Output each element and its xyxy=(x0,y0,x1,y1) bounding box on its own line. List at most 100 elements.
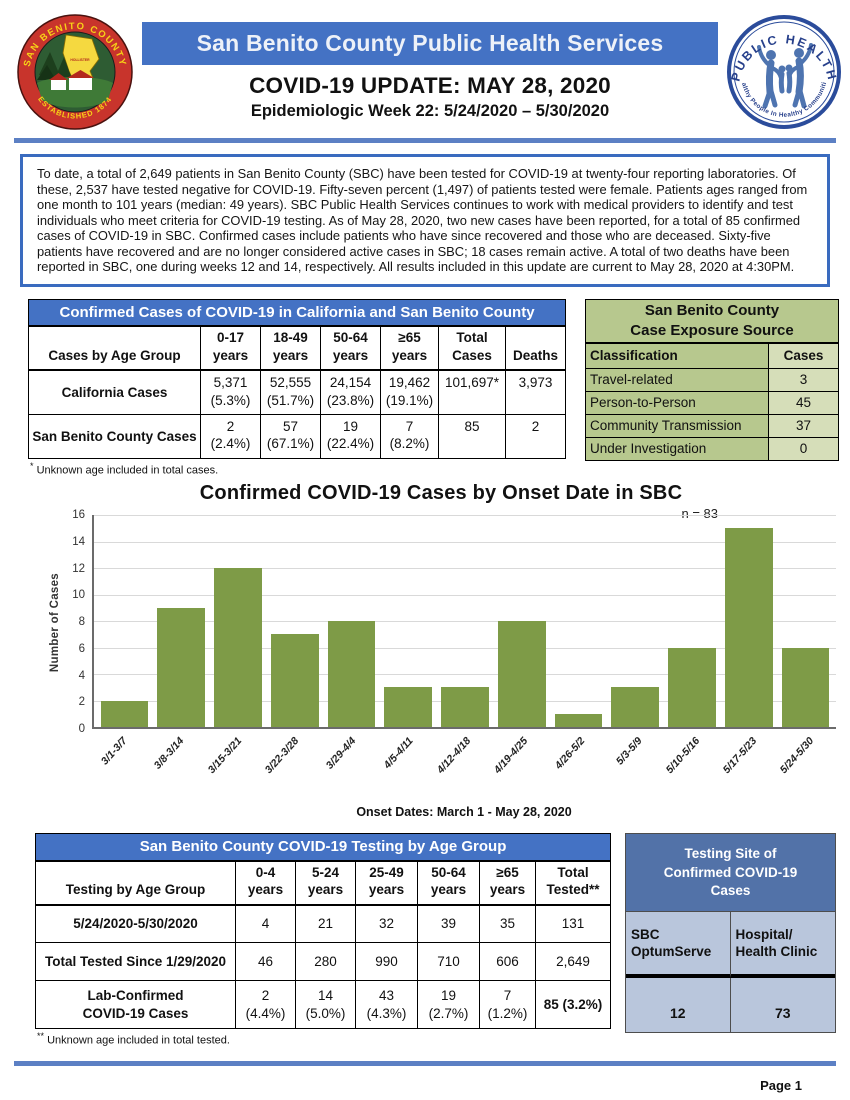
y-tick-label: 10 xyxy=(72,589,85,602)
y-axis-title: Number of Cases xyxy=(49,572,61,672)
gridline xyxy=(94,674,836,676)
col-header-50-64: 50-64 years xyxy=(417,860,480,906)
cases-table-title: Confirmed Cases of COVID-19 in Californi… xyxy=(27,298,567,327)
table-cell: 2 (2.4%) xyxy=(200,413,261,459)
table-cell: 19,462 (19.1%) xyxy=(380,369,439,415)
col-header-50-64: 50-64 years xyxy=(320,325,381,371)
summary-box: To date, a total of 2,649 patients in Sa… xyxy=(20,154,830,287)
y-tick-label: 6 xyxy=(78,642,85,655)
table-cell: 24,154 (23.8%) xyxy=(320,369,381,415)
table-cell: 43 (4.3%) xyxy=(355,980,418,1030)
x-tick-slot: 5/24-5/30 xyxy=(777,729,836,805)
summary-text: To date, a total of 2,649 patients in Sa… xyxy=(37,166,808,274)
exposure-row-value: 0 xyxy=(768,436,839,461)
table-cell: 131 xyxy=(534,904,612,944)
y-tick-label: 2 xyxy=(78,696,85,709)
x-tick-label: 5/24-5/30 xyxy=(777,735,817,777)
x-tick-slot: 3/15-3/21 xyxy=(205,729,263,805)
bar xyxy=(724,528,773,728)
x-tick-slot: 4/26-5/2 xyxy=(550,729,607,805)
tables-row: Confirmed Cases of COVID-19 in Californi… xyxy=(27,298,839,477)
x-tick-slot: 4/19-4/25 xyxy=(492,729,550,805)
col-header-25-49: 25-49 years xyxy=(355,860,418,906)
row-label-total-tested: Total Tested Since 1/29/2020 xyxy=(35,942,236,982)
table-cell: 2,649 xyxy=(534,942,612,982)
table-cell: 39 xyxy=(417,904,480,944)
exposure-col-classification: Classification xyxy=(585,342,769,369)
x-tick-slot: 3/29-4/4 xyxy=(321,729,378,805)
table-cell: 280 xyxy=(295,942,356,982)
col-header-5-24: 5-24 years xyxy=(295,860,356,906)
exposure-row-label: Person-to-Person xyxy=(585,390,769,415)
col-header-deaths: Deaths xyxy=(504,325,567,371)
gridline xyxy=(94,515,836,517)
bar xyxy=(497,621,546,728)
bar xyxy=(554,713,603,728)
exposure-row-label: Travel-related xyxy=(585,367,769,392)
gridline xyxy=(94,568,836,570)
x-tick-label: 5/17-5/23 xyxy=(720,735,760,777)
site-label-optumserve: SBC OptumServe xyxy=(626,912,731,979)
y-tick-label: 4 xyxy=(78,669,85,682)
bar-slot xyxy=(777,515,834,728)
header-rule xyxy=(14,138,836,143)
table-cell: 57 (67.1%) xyxy=(260,413,321,459)
bar xyxy=(781,647,830,728)
col-header-65plus: ≥65 years xyxy=(479,860,536,906)
bar-slot xyxy=(664,515,721,728)
seal-city-label: HOLLISTER xyxy=(70,58,90,62)
table-cell: 4 xyxy=(235,904,296,944)
county-seal-logo: HOLLISTER SAN BENITO COUNTY ESTABLISHED … xyxy=(17,14,133,130)
chart-title: Confirmed COVID-19 Cases by Onset Date i… xyxy=(199,482,683,505)
bar-slot xyxy=(720,515,777,728)
x-axis-title: Onset Dates: March 1 - May 28, 2020 xyxy=(356,805,572,820)
chart-n-annotation: n = 83 xyxy=(681,506,718,522)
y-tick-label: 16 xyxy=(72,509,85,522)
x-tick-label: 5/3-5/9 xyxy=(613,735,645,768)
testing-site-table: Testing Site of Confirmed COVID-19 Cases… xyxy=(625,833,836,1034)
gridline xyxy=(94,541,836,543)
table-cell: 19 (22.4%) xyxy=(320,413,381,459)
y-tick-label: 0 xyxy=(78,723,85,736)
table-cell: 32 xyxy=(355,904,418,944)
bar-slot xyxy=(437,515,494,728)
site-value-optumserve: 12 xyxy=(626,978,731,1033)
gridline xyxy=(94,647,836,649)
bar xyxy=(384,687,433,728)
col-header-65plus: ≥65 years xyxy=(380,325,439,371)
x-tick-label: 3/15-3/21 xyxy=(205,735,245,777)
page-subtitle: Epidemiologic Week 22: 5/24/2020 – 5/30/… xyxy=(250,102,610,120)
x-tick-slot: 3/1-3/7 xyxy=(92,729,149,805)
page-title: COVID-19 UPDATE: MAY 28, 2020 xyxy=(249,73,611,98)
exposure-row-value: 45 xyxy=(768,390,839,415)
bar xyxy=(668,647,716,728)
page-header: HOLLISTER SAN BENITO COUNTY ESTABLISHED … xyxy=(0,0,850,131)
table-cell: 21 xyxy=(295,904,356,944)
bar-slot xyxy=(607,515,664,728)
site-value-hospital: 73 xyxy=(730,978,835,1033)
bar-slot xyxy=(380,515,437,728)
cases-table: Confirmed Cases of COVID-19 in Californi… xyxy=(27,298,567,459)
y-axis-ticks: 16 14 12 10 8 6 4 2 0 xyxy=(64,509,92,735)
gridline xyxy=(94,621,836,623)
cases-footnote: * Unknown age included in total cases. xyxy=(30,460,219,477)
x-tick-slot: 5/17-5/23 xyxy=(720,729,779,805)
x-tick-slot: 5/10-5/16 xyxy=(663,729,721,805)
col-header-total-tested: Total Tested** xyxy=(534,860,612,906)
testing-table: San Benito County COVID-19 Testing by Ag… xyxy=(34,833,612,1030)
y-tick-label: 12 xyxy=(72,562,85,575)
row-label-california: California Cases xyxy=(28,369,201,415)
testing-table-corner: Testing by Age Group xyxy=(35,860,236,906)
x-axis-labels: 3/1-3/7 3/8-3/14 3/15-3/21 3/22-3/28 3/29-4/… xyxy=(92,729,836,805)
bar xyxy=(270,634,319,728)
table-cell: 85 (3.2%) xyxy=(534,980,612,1030)
col-header-total: Total Cases xyxy=(438,325,506,371)
x-tick-label: 5/10-5/16 xyxy=(663,735,702,777)
gridline xyxy=(94,594,836,596)
cases-table-corner: Cases by Age Group xyxy=(28,325,201,371)
x-tick-label: 3/8-3/14 xyxy=(152,735,187,772)
exposure-col-cases: Cases xyxy=(768,342,839,369)
x-tick-label: 4/12-4/18 xyxy=(434,735,473,777)
bar xyxy=(214,568,262,728)
